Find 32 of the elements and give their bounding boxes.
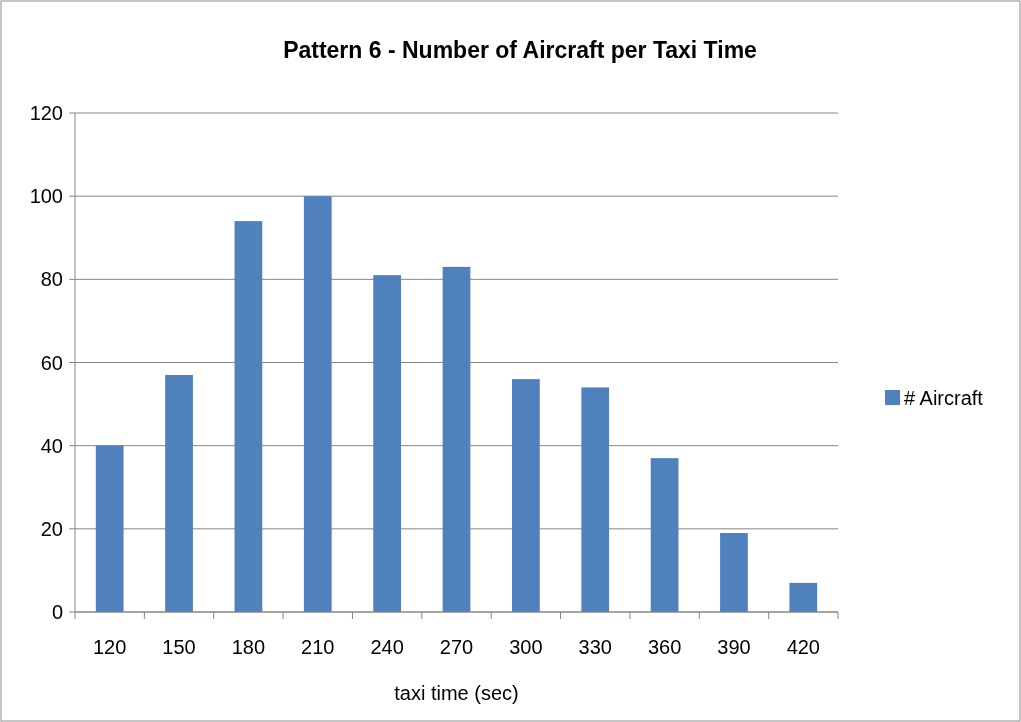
bar (303, 196, 332, 612)
y-tick-label: 60 (40, 351, 63, 374)
y-tick-label: 80 (40, 268, 63, 291)
bar (373, 275, 402, 612)
x-axis-title: taxi time (sec) (394, 682, 519, 704)
y-tick-label: 100 (29, 185, 63, 208)
bar (511, 379, 540, 612)
x-tick-label: 270 (439, 636, 474, 658)
x-tick-label: 120 (92, 636, 127, 658)
x-tick-label: 420 (786, 636, 821, 658)
x-tick-label: 240 (370, 636, 404, 658)
x-tick-label: 300 (509, 636, 543, 658)
bar (234, 221, 263, 612)
legend-label: # Aircraft (904, 387, 984, 409)
y-tick-label: 40 (40, 434, 63, 457)
y-tick-label: 0 (51, 601, 63, 623)
bar (442, 266, 471, 612)
bar (789, 582, 818, 612)
y-tick-label: 120 (29, 102, 63, 124)
x-tick-label: 390 (717, 636, 751, 658)
chart-title: Pattern 6 - Number of Aircraft per Taxi Time (283, 37, 757, 63)
x-tick-label: 360 (647, 636, 682, 658)
y-tick-label: 20 (40, 517, 63, 540)
bar (165, 374, 193, 612)
bar (650, 458, 679, 612)
x-tick-label: 180 (231, 636, 266, 658)
bar (95, 445, 124, 612)
x-tick-label: 330 (578, 636, 612, 658)
x-tick-label: 150 (162, 636, 196, 658)
bar (720, 532, 748, 612)
x-tick-label: 210 (301, 636, 335, 658)
bar (581, 387, 610, 612)
